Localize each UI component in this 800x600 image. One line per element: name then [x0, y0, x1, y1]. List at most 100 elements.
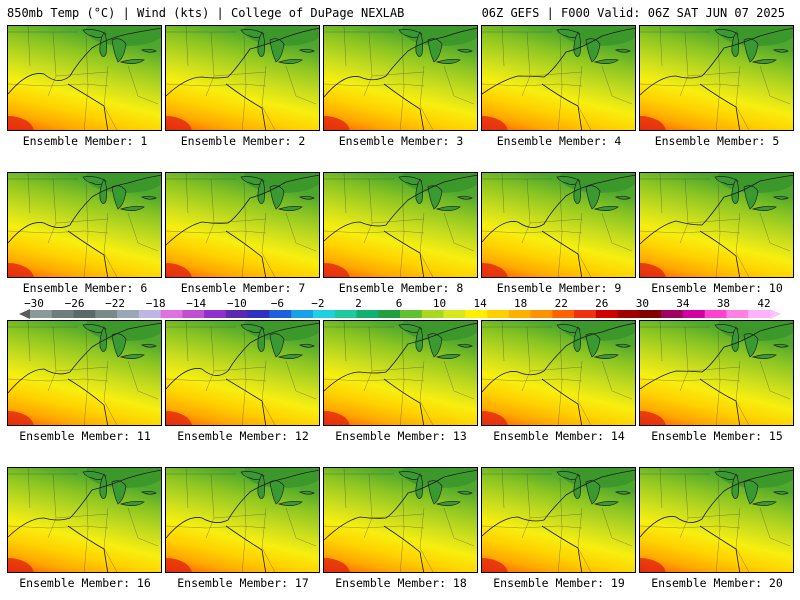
colorbar-segment — [726, 310, 749, 318]
ensemble-member-label: Ensemble Member: 2 — [180, 134, 306, 148]
colorbar-segment — [508, 310, 532, 318]
map-panel — [481, 172, 636, 278]
colorbar-tick-label: 34 — [676, 297, 690, 310]
ensemble-member-label: Ensemble Member: 14 — [493, 429, 625, 443]
colorbar-tick-label: −6 — [270, 297, 284, 310]
colorbar-tick-label: 18 — [514, 297, 528, 310]
map-panel — [165, 172, 320, 278]
ensemble-member-label: Ensemble Member: 3 — [338, 134, 464, 148]
ensemble-member-label: Ensemble Member: 12 — [177, 429, 309, 443]
colorbar-segment — [682, 310, 706, 318]
temperature-map — [640, 321, 793, 425]
colorbar-segment — [334, 310, 357, 318]
temperature-map — [8, 321, 161, 425]
colorbar-segment — [617, 310, 640, 318]
ensemble-member-label: Ensemble Member: 18 — [335, 576, 467, 590]
colorbar-segment — [204, 310, 227, 318]
temperature-map — [8, 26, 161, 130]
temperature-map — [324, 468, 477, 572]
colorbar-segment — [247, 310, 270, 318]
colorbar-segment — [443, 310, 466, 318]
colorbar-segment — [356, 310, 379, 318]
temperature-map — [482, 173, 635, 277]
colorbar-segment — [704, 310, 727, 318]
colorbar-segment — [73, 310, 96, 318]
ensemble-member-label: Ensemble Member: 6 — [22, 281, 148, 295]
colorbar-tick-label: −22 — [105, 297, 126, 310]
colorbar-tick-label: −10 — [226, 297, 247, 310]
colorbar-segment — [182, 310, 205, 318]
ensemble-member-label: Ensemble Member: 16 — [19, 576, 151, 590]
temperature-colorbar — [30, 310, 770, 318]
ensemble-member-label: Ensemble Member: 5 — [654, 134, 780, 148]
temperature-map — [324, 173, 477, 277]
colorbar-tick-label: −30 — [24, 297, 44, 310]
ensemble-member-label: Ensemble Member: 11 — [19, 429, 151, 443]
map-panel — [481, 320, 636, 426]
colorbar-tick-label: −18 — [145, 297, 166, 310]
map-panel — [639, 25, 794, 131]
colorbar-tick-label: −26 — [64, 297, 85, 310]
colorbar-segment — [51, 310, 75, 318]
colorbar-segment — [95, 310, 118, 318]
ensemble-member-label: Ensemble Member: 1 — [22, 134, 148, 148]
temperature-map — [482, 321, 635, 425]
colorbar-tick-label: 42 — [757, 297, 771, 310]
temperature-map — [482, 468, 635, 572]
temperature-map — [8, 173, 161, 277]
map-panel — [165, 467, 320, 573]
temperature-map — [166, 468, 319, 572]
colorbar-segment — [160, 310, 183, 318]
map-panel — [7, 320, 162, 426]
temperature-map — [166, 26, 319, 130]
temperature-map — [482, 26, 635, 130]
ensemble-member-label: Ensemble Member: 13 — [335, 429, 467, 443]
ensemble-member-label: Ensemble Member: 7 — [180, 281, 306, 295]
colorbar-segment — [530, 310, 553, 318]
temperature-map — [324, 321, 477, 425]
ensemble-member-label: Ensemble Member: 19 — [493, 576, 625, 590]
temperature-map — [166, 321, 319, 425]
colorbar-tick-label: 38 — [716, 297, 731, 310]
temperature-map — [324, 26, 477, 130]
colorbar-tick-label: 22 — [554, 297, 568, 310]
map-panel — [323, 320, 478, 426]
colorbar-segment — [661, 310, 684, 318]
colorbar-segment — [748, 310, 770, 318]
map-panel — [323, 467, 478, 573]
map-panel — [323, 25, 478, 131]
colorbar-segment — [117, 310, 140, 318]
temperature-map — [166, 173, 319, 277]
colorbar-segment — [487, 310, 510, 318]
colorbar-tick-label: 6 — [395, 297, 403, 310]
map-panel — [639, 467, 794, 573]
colorbar-min-arrow — [19, 309, 30, 319]
ensemble-member-label: Ensemble Member: 20 — [651, 576, 783, 590]
map-panel — [7, 172, 162, 278]
map-panel — [481, 25, 636, 131]
colorbar-segment — [225, 310, 249, 318]
colorbar-tick-label: 14 — [473, 297, 487, 310]
map-panel — [7, 25, 162, 131]
map-panel — [639, 320, 794, 426]
ensemble-member-label: Ensemble Member: 15 — [651, 429, 783, 443]
map-panel — [323, 172, 478, 278]
colorbar-tick-label: 30 — [635, 297, 649, 310]
colorbar-segment — [312, 310, 336, 318]
colorbar-max-arrow — [770, 309, 781, 319]
model-run-label: 06Z GEFS | F000 Valid: 06Z SAT JUN 07 20… — [481, 6, 785, 20]
colorbar-tick-label: 2 — [355, 297, 362, 310]
colorbar-segment — [595, 310, 619, 318]
ensemble-member-label: Ensemble Member: 9 — [496, 281, 622, 295]
temperature-map — [640, 26, 793, 130]
colorbar-tick-label: −14 — [186, 297, 207, 310]
map-title: 850mb Temp (°C) | Wind (kts) | College o… — [7, 6, 405, 20]
map-panel — [165, 25, 320, 131]
colorbar-segment — [465, 310, 488, 318]
map-panel — [165, 320, 320, 426]
colorbar-segment — [269, 310, 292, 318]
colorbar-segment — [639, 310, 662, 318]
colorbar-segment — [378, 310, 401, 318]
map-panel — [639, 172, 794, 278]
map-panel — [481, 467, 636, 573]
